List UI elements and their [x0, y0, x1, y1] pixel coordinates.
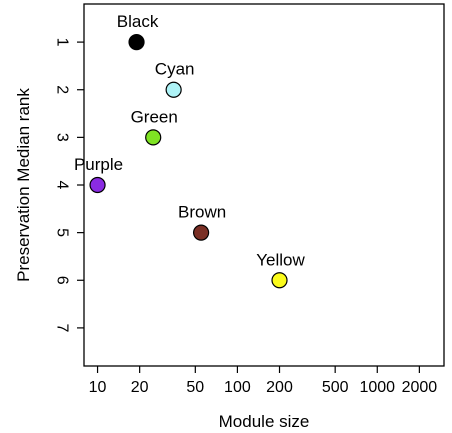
y-axis: 1 2 3 4 5 6 7	[54, 38, 84, 332]
data-point-purple	[89, 176, 106, 194]
x-axis: 10 20 50 100 200 500 1000 2000	[89, 366, 438, 396]
data-points: Black Cyan Green Purple Brown Yellow	[74, 12, 305, 289]
data-label-green: Green	[131, 107, 178, 126]
data-label-black: Black	[117, 12, 159, 31]
plot-frame	[83, 3, 445, 367]
x-tick-label: 20	[131, 379, 149, 396]
data-point-brown	[192, 224, 210, 241]
y-tick-label: 6	[54, 276, 71, 285]
y-tick-label: 7	[54, 323, 71, 332]
x-tick-label: 50	[186, 379, 204, 396]
y-tick-label: 1	[54, 38, 71, 47]
data-point-black	[128, 34, 145, 51]
x-tick-label: 10	[89, 379, 107, 396]
x-tick-label: 500	[322, 379, 349, 396]
data-point-cyan	[165, 81, 182, 98]
data-label-brown: Brown	[178, 203, 226, 222]
y-tick-label: 5	[54, 228, 71, 237]
x-tick-label: 2000	[402, 379, 438, 396]
x-axis-title: Module size	[219, 412, 310, 431]
y-axis-title: Preservation Median rank	[14, 88, 33, 282]
data-point-yellow	[271, 272, 288, 289]
data-label-yellow: Yellow	[256, 250, 305, 269]
x-tick-label: 1000	[359, 379, 395, 396]
data-point-green	[145, 129, 162, 146]
data-label-purple: Purple	[74, 155, 123, 174]
x-tick-label: 200	[266, 379, 293, 396]
x-tick-label: 100	[224, 379, 251, 396]
data-label-cyan: Cyan	[155, 60, 195, 79]
y-tick-label: 3	[54, 133, 71, 142]
y-tick-label: 2	[54, 85, 71, 94]
y-tick-label: 4	[54, 181, 71, 190]
